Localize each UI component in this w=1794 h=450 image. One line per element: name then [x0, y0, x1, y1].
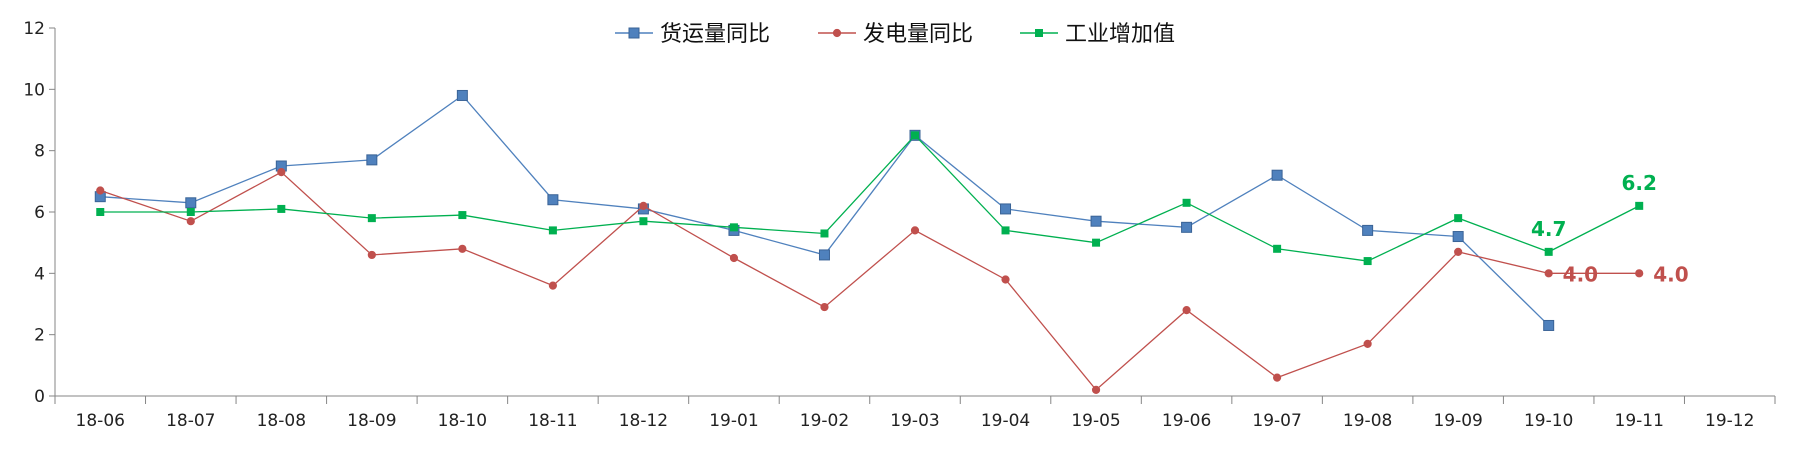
data-point: [1454, 214, 1463, 223]
data-point: [96, 208, 105, 216]
data-point: [1362, 224, 1374, 236]
x-tick-label: 18-06: [76, 411, 125, 431]
data-point: [628, 27, 640, 39]
y-tick-label: 10: [23, 80, 45, 100]
data-point: [1001, 275, 1010, 284]
data-point: [1271, 169, 1283, 181]
x-tick-label: 19-10: [1524, 411, 1573, 431]
legend-item-0: 货运量同比: [615, 22, 770, 47]
x-tick-label: 19-02: [800, 411, 849, 431]
data-point: [1544, 269, 1553, 278]
x-tick-label: 19-07: [1252, 411, 1301, 431]
x-tick-label: 19-08: [1343, 411, 1392, 431]
data-point: [456, 89, 468, 101]
y-axis: 0 2 4 6 8 10 12: [23, 19, 56, 407]
data-point: [277, 168, 286, 177]
x-tick-label: 19-12: [1705, 411, 1754, 431]
y-tick-label: 4: [34, 264, 45, 284]
series-0: [94, 89, 1555, 331]
x-tick-label: 19-09: [1433, 411, 1482, 431]
data-point: [548, 226, 557, 235]
legend: 货运量同比 发电量同比 工业增加值: [615, 22, 1175, 47]
legend-label: 货运量同比: [660, 22, 770, 47]
data-point: [1273, 373, 1282, 382]
x-tick-label: 19-11: [1615, 411, 1664, 431]
x-tick-label: 18-12: [619, 411, 668, 431]
x-tick-label: 18-08: [257, 411, 306, 431]
data-point: [639, 217, 648, 226]
data-point: [1454, 247, 1463, 256]
data-point: [1092, 238, 1101, 247]
series-2: [96, 131, 1644, 266]
x-tick-label: 18-10: [438, 411, 487, 431]
series-line: [100, 94, 1550, 326]
data-point: [1543, 319, 1555, 331]
data-label: 4.0: [1653, 262, 1688, 286]
series-line: [100, 134, 1640, 262]
data-label: 6.2: [1621, 171, 1656, 195]
data-point: [1181, 221, 1193, 233]
y-tick-label: 12: [23, 19, 45, 39]
data-point: [458, 211, 467, 220]
x-tick-label: 19-06: [1162, 411, 1211, 431]
x-axis: 18-06 18-07 18-08 18-09 18-10 18-11 18-12 19-01…: [54, 395, 1776, 431]
y-tick-label: 6: [34, 203, 45, 223]
data-point: [186, 217, 195, 226]
data-labels: 4.0 4.0 4.7 6.2: [1531, 171, 1689, 286]
data-point: [818, 249, 830, 261]
legend-label: 工业增加值: [1065, 22, 1175, 47]
data-point: [186, 208, 195, 216]
data-point: [1635, 201, 1644, 210]
data-point: [1452, 231, 1464, 243]
data-point: [1091, 385, 1101, 394]
data-point: [820, 229, 829, 238]
data-point: [96, 186, 105, 195]
data-point: [911, 131, 919, 140]
data-point: [1273, 244, 1282, 253]
data-point: [1363, 339, 1372, 348]
data-point: [185, 197, 197, 209]
data-point: [1182, 306, 1191, 315]
legend-item-1: 发电量同比: [818, 22, 973, 47]
data-point: [1635, 269, 1644, 278]
data-point: [547, 194, 559, 206]
x-tick-label: 18-07: [166, 411, 215, 431]
data-point: [1182, 198, 1191, 207]
y-tick-label: 8: [34, 142, 45, 162]
data-point: [910, 226, 920, 235]
x-tick-label: 19-03: [890, 411, 939, 431]
data-point: [820, 302, 829, 312]
x-tick-label: 19-05: [1071, 411, 1120, 431]
data-point: [832, 28, 842, 38]
data-point: [1035, 29, 1043, 37]
data-point: [277, 204, 286, 213]
data-point: [639, 201, 648, 210]
x-tick-label: 18-11: [528, 411, 577, 431]
legend-label: 发电量同比: [863, 22, 973, 47]
y-tick-label: 0: [34, 387, 45, 407]
data-point: [458, 244, 467, 253]
legend-item-2: 工业增加值: [1020, 22, 1175, 47]
data-point: [366, 154, 378, 166]
y-tick-label: 2: [34, 326, 45, 346]
data-point: [729, 223, 738, 232]
data-label: 4.7: [1531, 217, 1566, 241]
data-point: [1363, 257, 1372, 266]
series-group: [94, 89, 1644, 394]
data-point: [367, 214, 376, 223]
data-point: [1000, 203, 1012, 215]
data-point: [1544, 247, 1553, 256]
data-point: [729, 253, 739, 263]
data-point: [1090, 215, 1102, 227]
data-point: [1001, 226, 1010, 235]
x-tick-label: 18-09: [347, 411, 396, 431]
x-tick-label: 19-01: [709, 411, 758, 431]
series-line: [100, 171, 1640, 391]
data-label: 4.0: [1563, 262, 1598, 286]
data-point: [548, 281, 557, 290]
data-point: [367, 250, 376, 260]
series-1: [96, 168, 1644, 394]
x-tick-label: 19-04: [981, 411, 1030, 431]
